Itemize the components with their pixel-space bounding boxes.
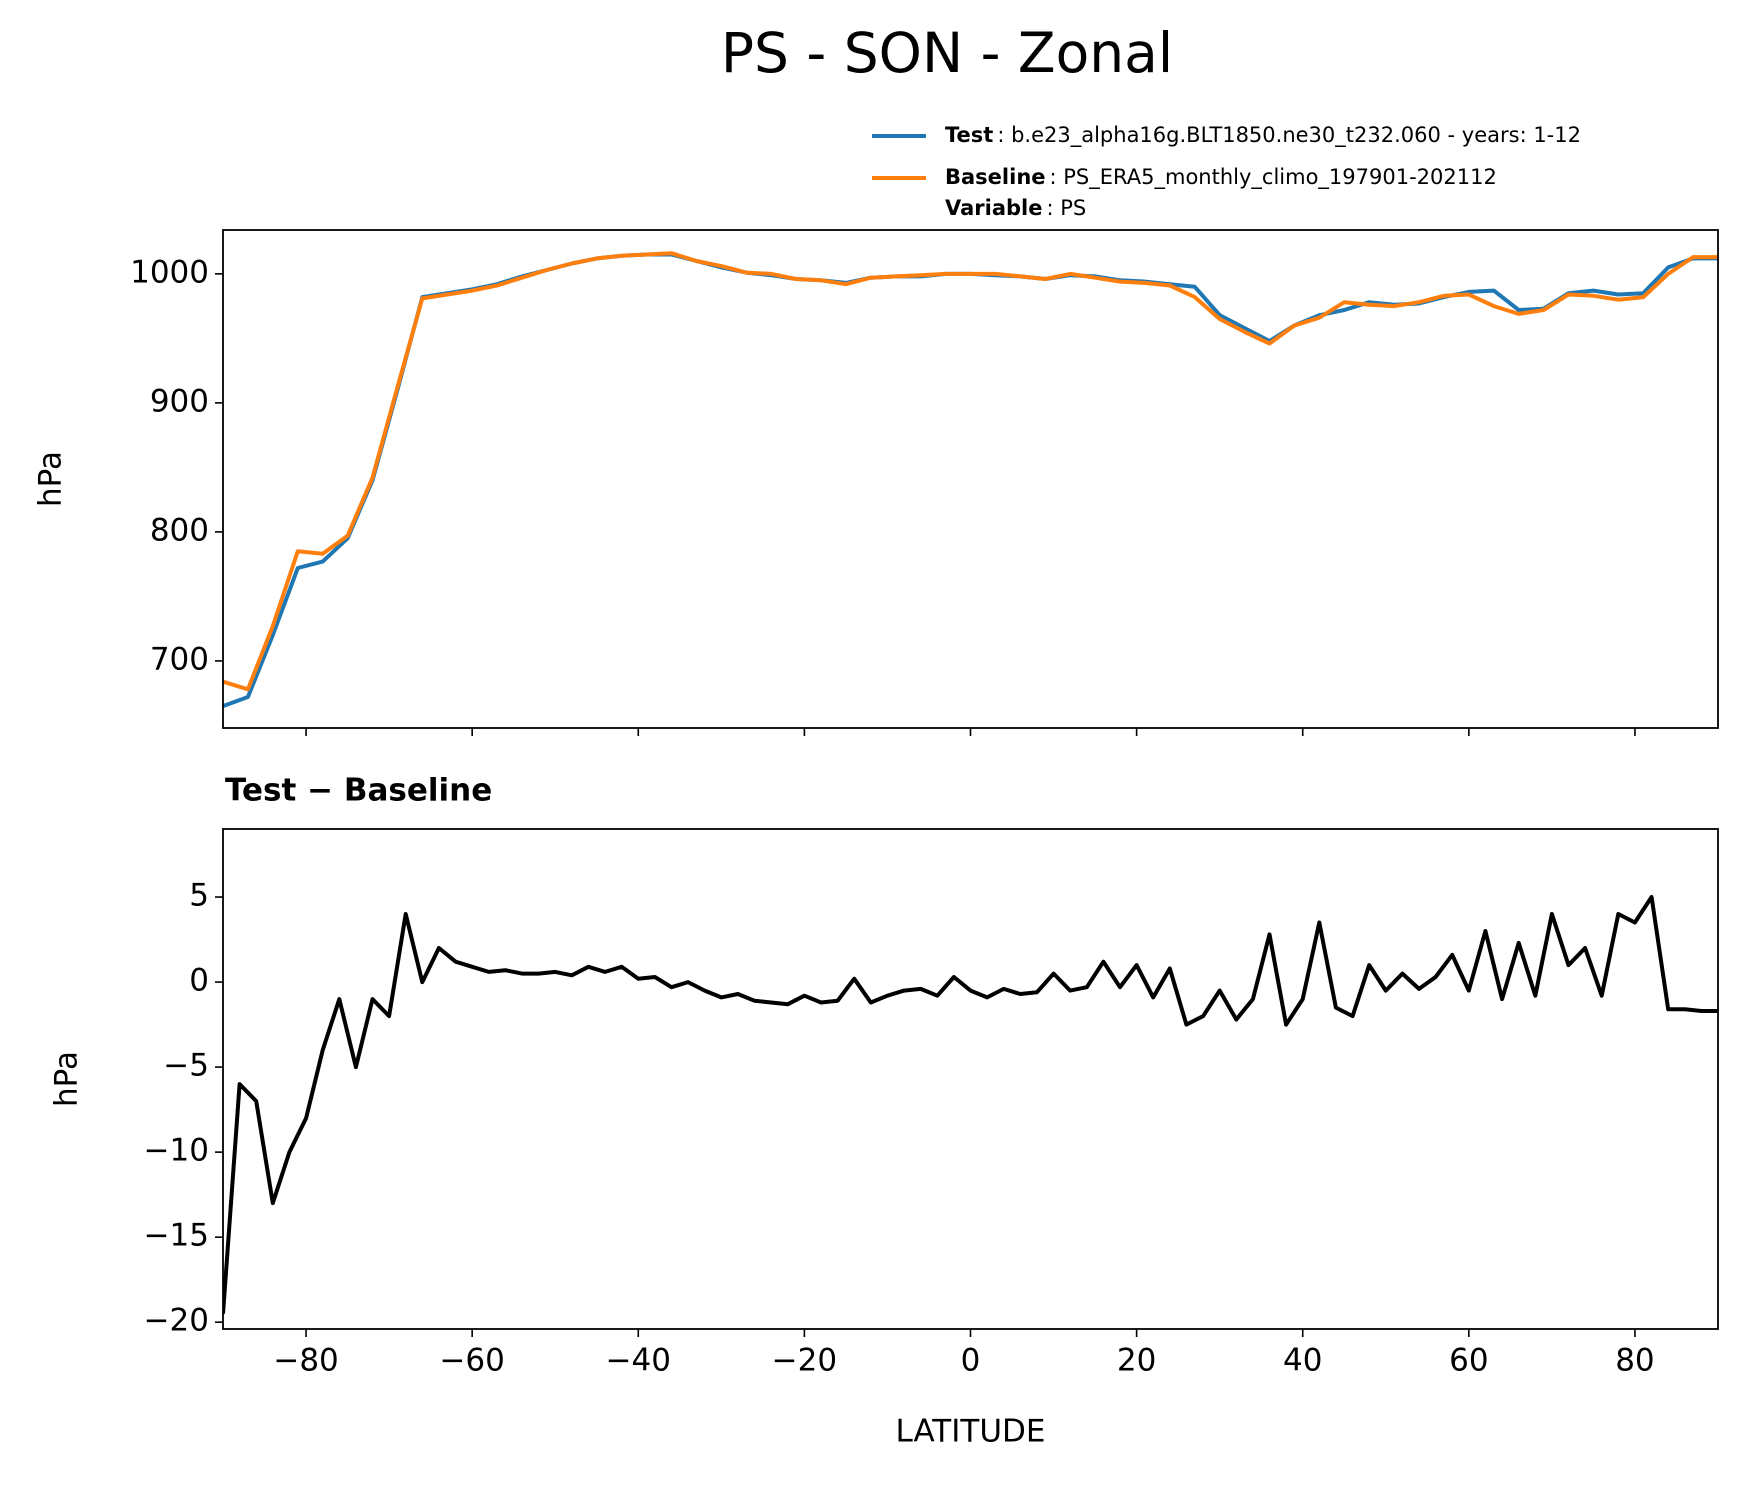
legend-entry: Baseline: PS_ERA5_monthly_climo_197901-2… [945, 165, 1497, 190]
x-axis-label: LATITUDE [896, 1414, 1046, 1450]
legend-label: : PS [1046, 196, 1086, 220]
legend-name: Test [945, 123, 993, 147]
x-tick-label: 0 [961, 1343, 981, 1379]
y-tick-label: 5 [189, 878, 209, 914]
y-tick-label: −15 [144, 1218, 209, 1254]
y-axis-label: hPa [49, 1051, 85, 1107]
plot-area [223, 895, 1718, 1314]
panel-title: Test − Baseline [225, 773, 492, 809]
y-tick-label: 1000 [130, 254, 209, 290]
y-tick-label: −5 [163, 1048, 209, 1084]
y-tick-label: −10 [144, 1133, 209, 1169]
series-line [223, 895, 1718, 1314]
y-tick-label: 700 [150, 641, 209, 677]
y-tick-label: 800 [150, 512, 209, 548]
x-tick-label: −20 [772, 1343, 837, 1379]
legend-name: Variable [945, 196, 1042, 220]
x-tick-label: 80 [1615, 1343, 1654, 1379]
legend-label: : PS_ERA5_monthly_climo_197901-202112 [1050, 165, 1497, 190]
x-tick-label: 20 [1117, 1343, 1156, 1379]
y-tick-label: −20 [144, 1303, 209, 1339]
figure-title: PS - SON - Zonal [721, 21, 1173, 85]
series-line [223, 251, 1718, 692]
legend-name: Baseline [945, 165, 1046, 189]
y-axis-label: hPa [33, 451, 69, 507]
legend-label: : b.e23_alpha16g.BLT1850.ne30_t232.060 -… [997, 123, 1581, 148]
axes-frame [222, 229, 1719, 729]
x-tick-label: 40 [1283, 1343, 1322, 1379]
y-tick-label: 0 [189, 963, 209, 999]
x-tick-label: 60 [1449, 1343, 1488, 1379]
x-tick-label: −60 [439, 1343, 504, 1379]
plot-area [223, 251, 1718, 708]
y-tick-label: 900 [150, 383, 209, 419]
axes-frame [222, 828, 1719, 1330]
legend-entry: Variable: PS [945, 196, 1086, 220]
x-tick-label: −40 [606, 1343, 671, 1379]
x-tick-label: −80 [273, 1343, 338, 1379]
legend-entry: Test: b.e23_alpha16g.BLT1850.ne30_t232.0… [945, 123, 1581, 148]
